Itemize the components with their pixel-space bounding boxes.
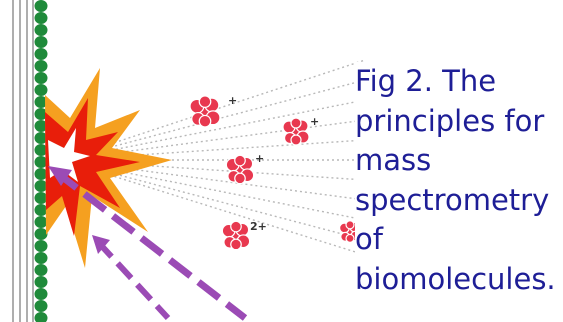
plate-bead	[34, 216, 48, 228]
ion-charge-label: 2+	[250, 220, 267, 233]
plate-bead	[34, 132, 48, 144]
plate-bead	[34, 120, 48, 132]
plate-bead	[34, 228, 48, 240]
plate-bead	[34, 168, 48, 180]
plate-bead	[34, 180, 48, 192]
plate-bead	[34, 312, 48, 322]
plate-bead	[34, 144, 48, 156]
sample-plate-icon	[12, 0, 48, 322]
biomolecule-ion-icon	[189, 95, 221, 128]
ion-charge-label: +	[310, 115, 319, 128]
plate-bead	[34, 288, 48, 300]
laser-beam-arrow-icon	[48, 166, 248, 321]
plate-bead	[34, 264, 48, 276]
plate-bead	[34, 24, 48, 36]
ion-charge-label: +	[255, 152, 264, 165]
plate-bead	[34, 252, 48, 264]
ions-layer: + + +2+	[189, 94, 362, 251]
plate-bead	[34, 84, 48, 96]
biomolecule-ion-icon	[225, 154, 255, 185]
laser-impact-burst-icon	[45, 68, 172, 268]
figure-caption: Fig 2. The principles for mass spectrome…	[355, 62, 560, 299]
biomolecule-ion-icon	[282, 117, 310, 146]
plate-bead	[34, 36, 48, 48]
plate-bead	[34, 0, 48, 12]
plate-bead	[34, 12, 48, 24]
plate-bead	[34, 72, 48, 84]
plate-bead	[34, 240, 48, 252]
plate-bead	[34, 204, 48, 216]
plate-bead	[34, 192, 48, 204]
plate-bead	[34, 108, 48, 120]
biomolecule-ion-icon	[221, 220, 251, 251]
ion-charge-label: +	[228, 94, 237, 107]
plate-bead	[34, 60, 48, 72]
plate-bead	[34, 48, 48, 60]
plate-bead	[34, 156, 48, 168]
plate-bead	[34, 96, 48, 108]
plate-bead	[34, 300, 48, 312]
plate-bead	[34, 276, 48, 288]
